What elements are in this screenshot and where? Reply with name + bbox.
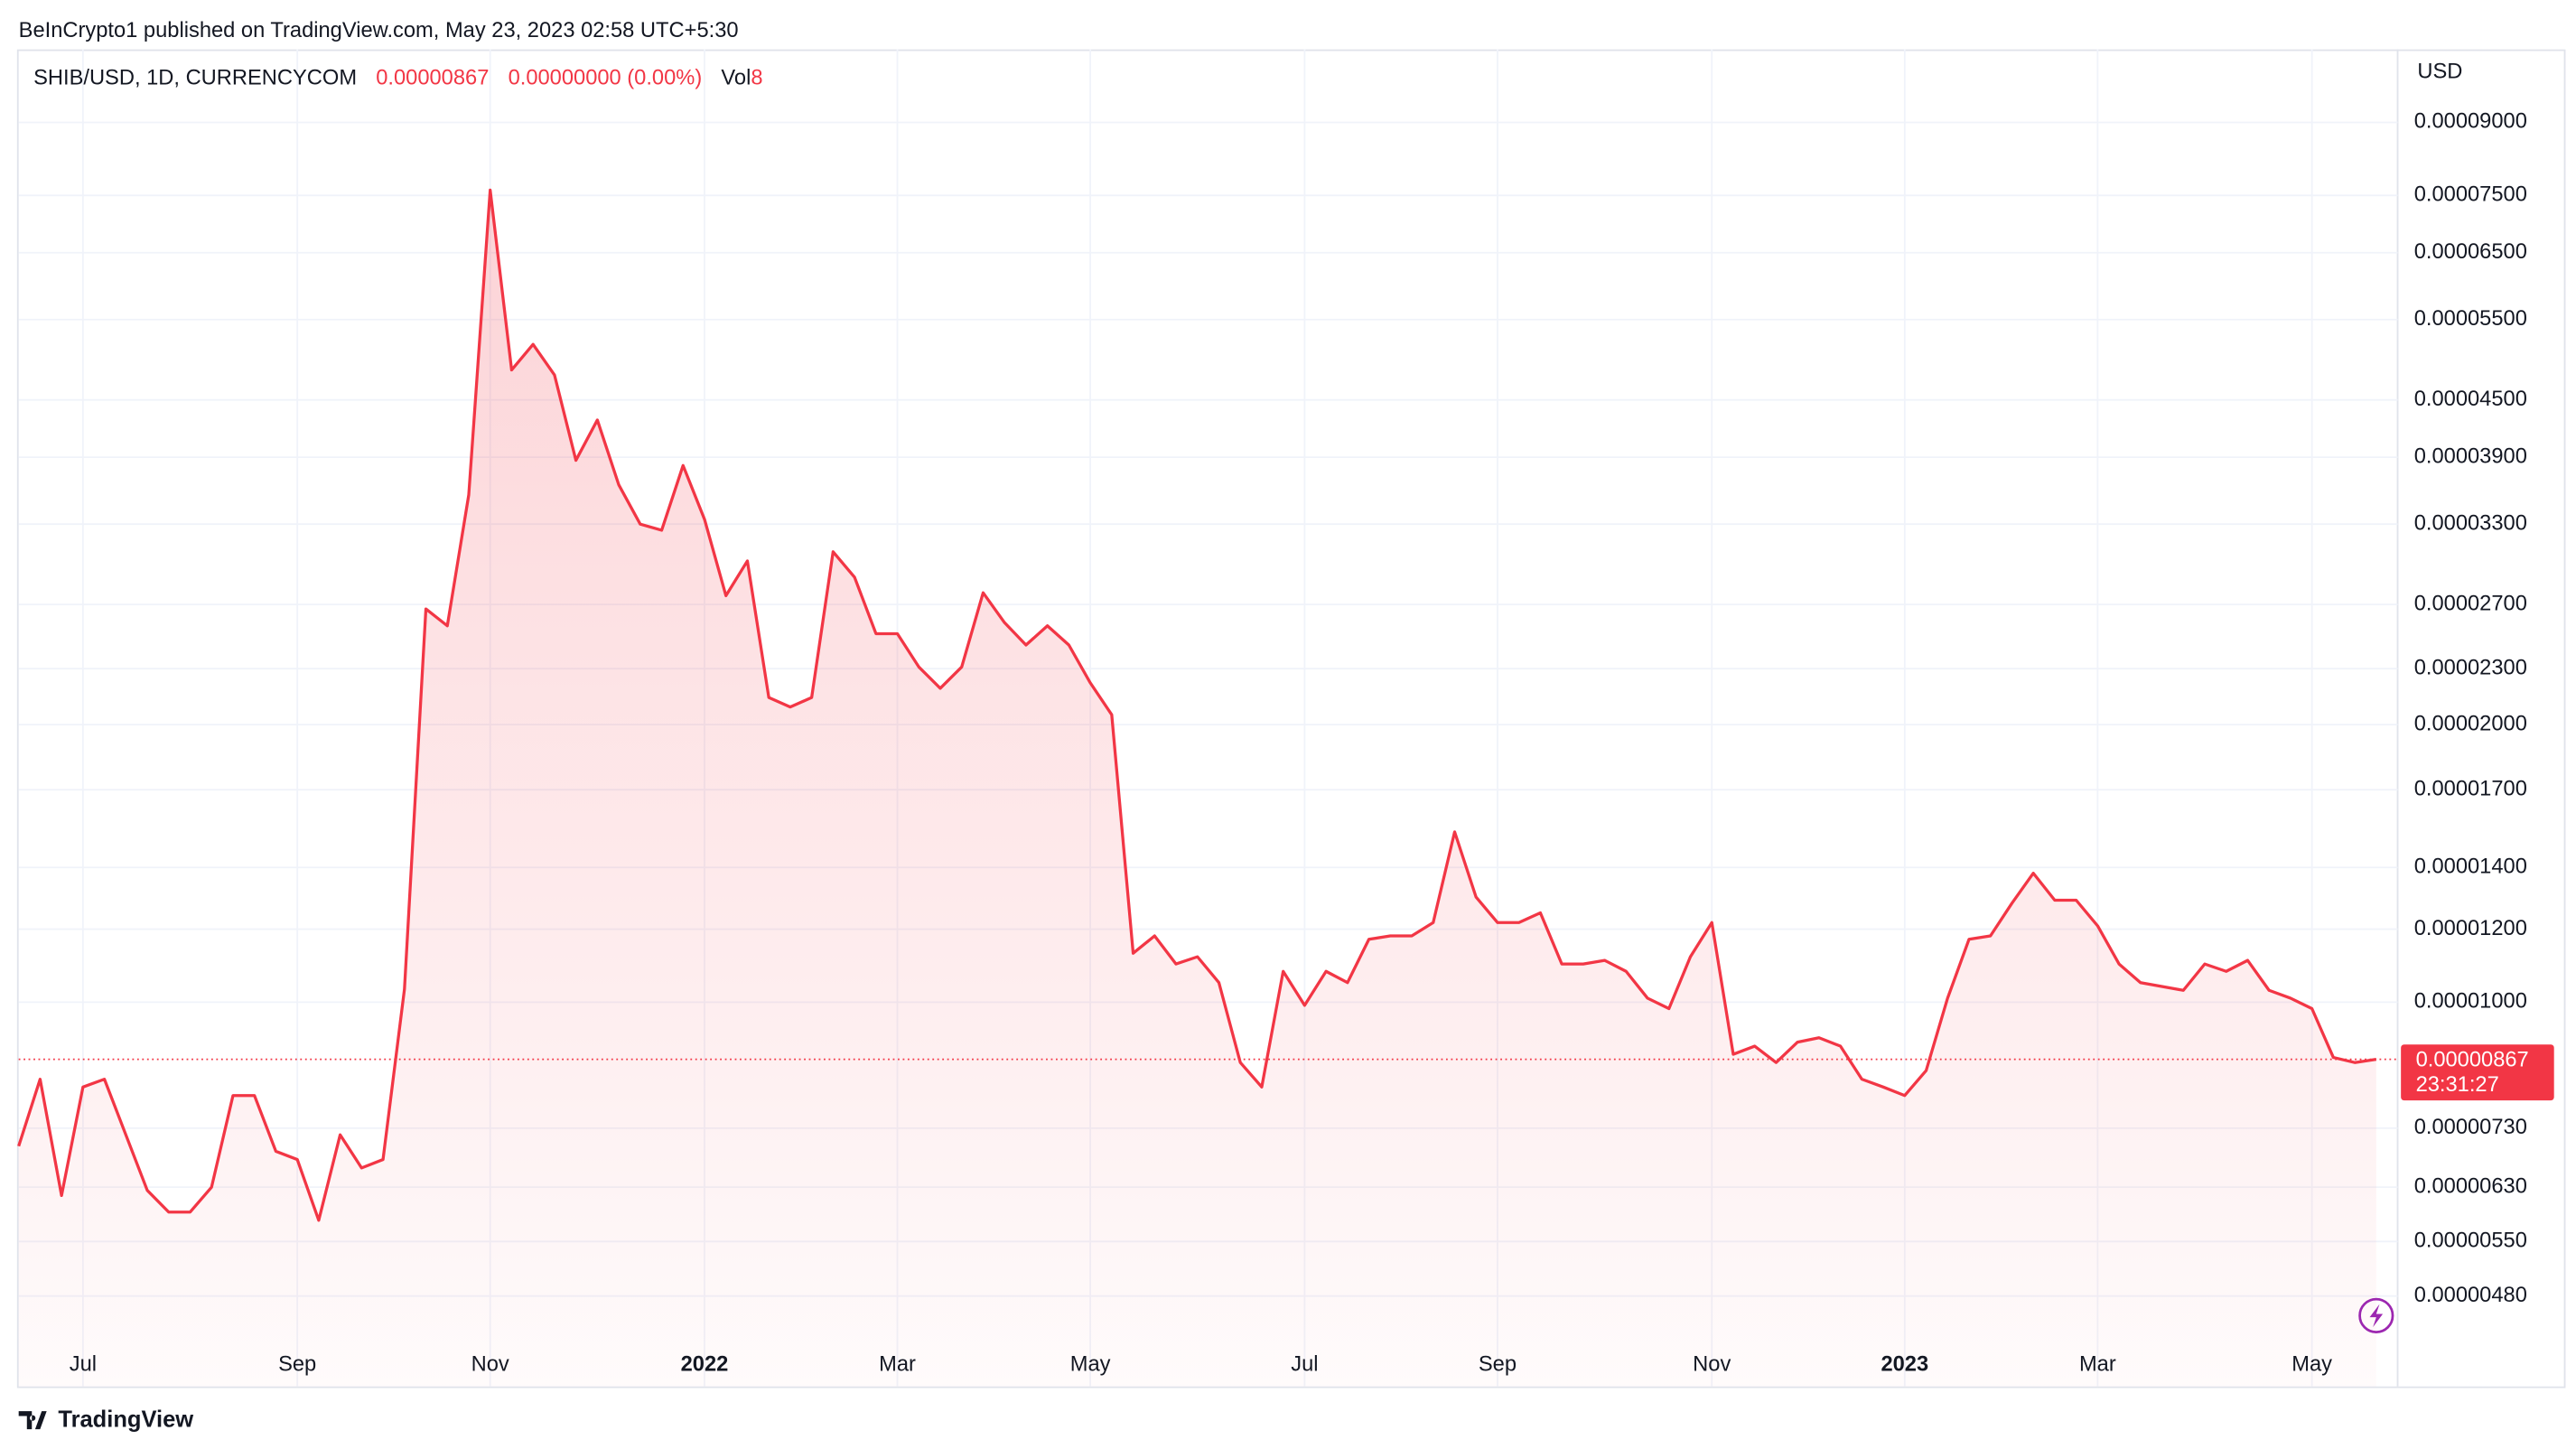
x-tick-label: May bbox=[1070, 1352, 1111, 1376]
close: 0.00000867 bbox=[376, 67, 489, 90]
y-tick-label: 0.00000480 bbox=[2414, 1284, 2527, 1307]
symbol: SHIB/USD, 1D, CURRENCYCOM bbox=[33, 67, 357, 90]
change: 0.00000000 (0.00%) bbox=[509, 67, 703, 90]
y-tick-label: 0.00001200 bbox=[2414, 917, 2527, 940]
price-line bbox=[17, 188, 2377, 1222]
y-tick-label: 0.00002300 bbox=[2414, 656, 2527, 679]
alert-icon[interactable] bbox=[2358, 1297, 2394, 1333]
y-tick-label: 0.00006500 bbox=[2414, 240, 2527, 264]
y-tick-label: 0.00003300 bbox=[2414, 511, 2527, 535]
countdown: 23:31:27 bbox=[2416, 1073, 2499, 1097]
y-tick-label: 0.00001400 bbox=[2414, 855, 2527, 878]
area bbox=[18, 190, 2376, 1387]
header: BeInCrypto1 published on TradingView.com… bbox=[19, 19, 739, 42]
y-tick-label: 0.00001700 bbox=[2414, 777, 2527, 800]
y-axis-label: USD bbox=[2417, 60, 2462, 83]
x-tick-label: May bbox=[2291, 1352, 2332, 1376]
x-tick-label: Jul bbox=[70, 1352, 97, 1376]
last-price-badge bbox=[2401, 1044, 2554, 1101]
x-tick-label: Sep bbox=[1479, 1352, 1517, 1376]
y-tick-label: 0.00002700 bbox=[2414, 592, 2527, 615]
x-tick-label: Jul bbox=[1291, 1352, 1318, 1376]
x-tick-label: Mar bbox=[2079, 1352, 2116, 1376]
x-tick-label: Nov bbox=[471, 1352, 509, 1376]
y-tick-label: 0.00001000 bbox=[2414, 990, 2527, 1014]
x-tick-label: 2022 bbox=[681, 1352, 729, 1376]
logo: TradingView bbox=[18, 1407, 193, 1433]
alert-bolt bbox=[2369, 1304, 2384, 1328]
y-tick-label: 0.00000730 bbox=[2414, 1116, 2527, 1139]
volume: 8 bbox=[751, 67, 762, 90]
x-tick-label: Sep bbox=[278, 1352, 316, 1376]
y-tick-label: 0.00000550 bbox=[2414, 1229, 2527, 1253]
plot bbox=[17, 188, 2398, 1387]
last-price-label: 0.00000867 bbox=[2416, 1049, 2529, 1072]
y-tick-label: 0.00002000 bbox=[2414, 712, 2527, 735]
footer: TradingView bbox=[58, 1407, 193, 1433]
y-tick-label: 0.00005500 bbox=[2414, 307, 2527, 331]
x-tick-label: 2023 bbox=[1881, 1352, 1928, 1376]
x-tick-label: Nov bbox=[1693, 1352, 1731, 1376]
volume-label: Vol bbox=[721, 67, 751, 90]
y-tick-label: 0.00009000 bbox=[2414, 110, 2527, 134]
y-tick-label: 0.00007500 bbox=[2414, 183, 2527, 207]
y-tick-label: 0.00004500 bbox=[2414, 388, 2527, 411]
frame bbox=[16, 49, 2566, 1388]
legend: SHIB/USD, 1D, CURRENCYCOM 0.00000867 0.0… bbox=[33, 67, 762, 90]
logo-icon bbox=[18, 1411, 47, 1430]
x-tick-label: Mar bbox=[879, 1352, 916, 1376]
y-tick-label: 0.00000630 bbox=[2414, 1174, 2527, 1198]
y-tick-label: 0.00003900 bbox=[2414, 444, 2527, 468]
